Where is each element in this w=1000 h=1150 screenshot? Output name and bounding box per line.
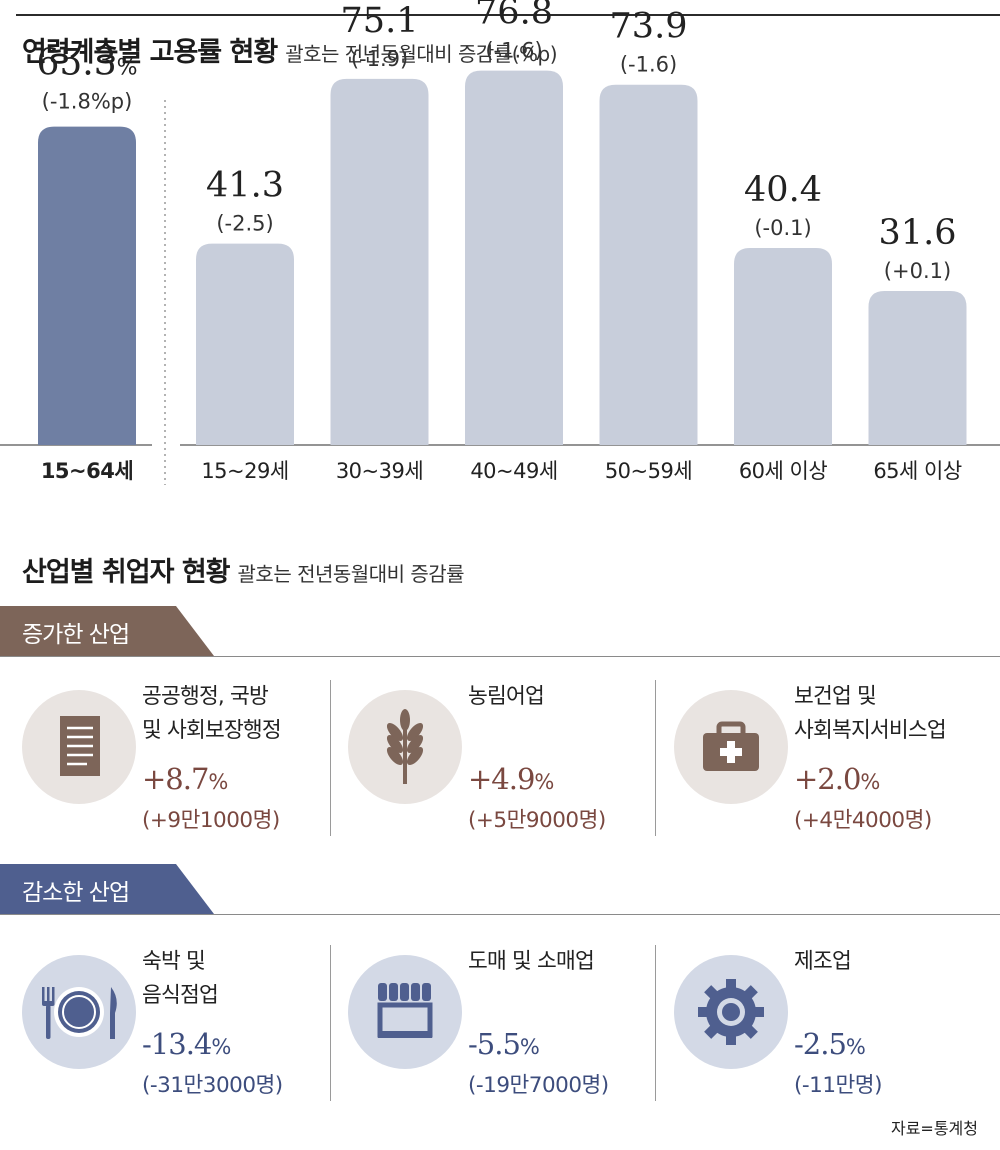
decrease-group-label: 감소한 산업	[22, 880, 130, 906]
age-value-label: 76.8	[475, 0, 553, 33]
card-divider	[330, 945, 331, 1101]
industry-percent-unit: %	[211, 1035, 232, 1059]
age-change-label: (-2.5)	[216, 212, 273, 236]
decrease-group-badge: 감소한 산업	[0, 864, 220, 914]
card-divider	[655, 680, 656, 836]
industry-change-count: (+9만1000명)	[142, 808, 280, 833]
age-value-label: 31.6	[879, 213, 957, 253]
industry-name-line: 사회복지서비스업	[794, 718, 947, 743]
industry-percent-value: -13.4	[142, 1027, 212, 1061]
industry-name-line: 음식점업	[142, 983, 219, 1008]
age-value-label: 41.3	[206, 166, 284, 206]
bar-age-3	[599, 84, 698, 446]
age-category-label: 50~59세	[605, 459, 692, 483]
age-change-label: (-1.6)	[620, 53, 677, 77]
decrease-group-rule	[0, 914, 1000, 915]
industry-change-count: (+4만4000명)	[794, 808, 932, 833]
industry-change-count: (+5만9000명)	[468, 808, 606, 833]
industry-name: 도매 및 소매업	[468, 945, 595, 979]
industry-name-line: 농림어업	[468, 684, 545, 709]
industry-percent-value: +8.7	[142, 762, 209, 796]
industry-name-line: 숙박 및	[142, 949, 206, 974]
age-value-label: 73.9	[610, 7, 688, 47]
industry-change-count: (-31만3000명)	[142, 1073, 283, 1098]
age-category-label: 65세 이상	[873, 459, 962, 483]
card-divider	[330, 680, 331, 836]
overall-change-label: (-1.8%p)	[42, 90, 133, 114]
increase-group-badge: 증가한 산업	[0, 606, 220, 656]
industry-subtitle: 괄호는 전년동월대비 증감률	[237, 562, 465, 586]
increase-group-label: 증가한 산업	[22, 622, 130, 648]
bar-age-5	[868, 290, 967, 445]
industry-percent-unit: %	[519, 1035, 540, 1059]
decrease-industry-card: 제조업 -2.5% (-11만명)	[674, 945, 994, 1105]
decrease-industry-card: 도매 및 소매업 -5.5% (-19만7000명)	[348, 945, 668, 1105]
employment-title: 연령계층별 고용률 현황	[22, 37, 278, 68]
bar-age-1	[330, 78, 429, 445]
industry-change-count: (-19만7000명)	[468, 1073, 609, 1098]
age-category-label: 40~49세	[470, 459, 557, 483]
industry-percent-unit: %	[534, 770, 555, 794]
wheat-icon	[348, 690, 462, 804]
industry-change-percent: +8.7%	[142, 762, 228, 796]
industry-name-line: 제조업	[794, 949, 852, 974]
industry-change-count: (-11만명)	[794, 1073, 882, 1098]
overall-value-label: 65.3%	[36, 43, 137, 84]
age-value-label: 75.1	[341, 1, 419, 41]
industry-name-line: 공공행정, 국방	[142, 684, 269, 709]
increase-industry-card: 농림어업 +4.9% (+5만9000명)	[348, 680, 668, 840]
employment-subtitle: 괄호는 전년동월대비 증감률(%p)	[285, 42, 558, 66]
gear-icon	[674, 955, 788, 1069]
industry-name-line: 보건업 및	[794, 684, 877, 709]
age-change-label: (+0.1)	[884, 259, 951, 283]
industry-section-title: 산업별 취업자 현황 괄호는 전년동월대비 증감률	[22, 550, 465, 589]
age-value-label: 40.4	[744, 170, 822, 210]
industry-percent-value: -5.5	[468, 1027, 521, 1061]
employment-section-title: 연령계층별 고용률 현황 괄호는 전년동월대비 증감률(%p)	[22, 30, 558, 69]
industry-percent-unit: %	[860, 770, 881, 794]
industry-percent-value: -2.5	[794, 1027, 847, 1061]
bar-age-2	[465, 70, 563, 445]
industry-name: 농림어업	[468, 680, 545, 714]
top-rule	[16, 14, 1000, 16]
age-category-label: 60세 이상	[739, 459, 828, 483]
source-note: 자료=통계청	[890, 1119, 978, 1138]
age-category-label: 15~29세	[201, 459, 288, 483]
overall-category-label: 15~64세	[41, 459, 133, 483]
bar-age-0	[196, 243, 294, 445]
industry-title: 산업별 취업자 현황	[22, 557, 231, 588]
industry-name-line: 도매 및 소매업	[468, 949, 595, 974]
industry-change-percent: -13.4%	[142, 1027, 231, 1061]
industry-change-percent: -5.5%	[468, 1027, 540, 1061]
bar-age-4	[734, 248, 832, 445]
card-divider	[655, 945, 656, 1101]
industry-percent-value: +2.0	[794, 762, 861, 796]
age-category-label: 30~39세	[336, 459, 423, 483]
industry-change-percent: -2.5%	[794, 1027, 866, 1061]
storefront-icon	[348, 955, 462, 1069]
age-change-label: (-1.6)	[485, 39, 542, 63]
bar-overall	[38, 126, 136, 445]
employment-rate-bar-chart: 65.3% (-1.8%p) 15~64세 41.3 (-2.5) 15~29세 75.1 (…	[0, 0, 1000, 485]
increase-group-rule	[0, 656, 1000, 657]
industry-name: 제조업	[794, 945, 852, 979]
industry-change-percent: +4.9%	[468, 762, 554, 796]
document-icon	[22, 690, 136, 804]
dining-icon	[22, 955, 136, 1069]
industry-percent-value: +4.9	[468, 762, 535, 796]
age-change-label: (-0.1)	[754, 216, 811, 240]
industry-percent-unit: %	[208, 770, 229, 794]
age-change-label: (-1.9)	[351, 47, 408, 71]
industry-percent-unit: %	[845, 1035, 866, 1059]
medical-kit-icon	[674, 690, 788, 804]
industry-change-percent: +2.0%	[794, 762, 880, 796]
industry-name-line: 및 사회보장행정	[142, 718, 282, 743]
